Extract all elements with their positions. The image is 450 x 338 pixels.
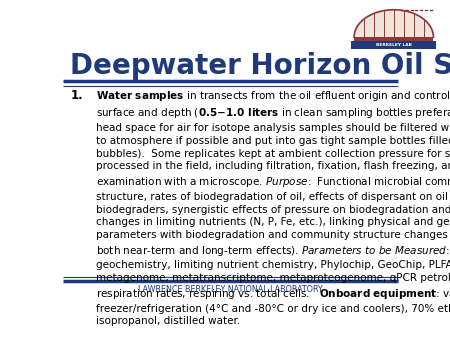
Text: 1.: 1. — [70, 89, 83, 102]
Text: LAWRENCE BERKELEY NATIONAL LABORATORY: LAWRENCE BERKELEY NATIONAL LABORATORY — [138, 285, 323, 294]
Text: Deepwater Horizon Oil Spill Samples: Deepwater Horizon Oil Spill Samples — [70, 52, 450, 80]
Text: $\mathbf{Water\ samples}$ in transects from the oil effluent origin and control : $\mathbf{Water\ samples}$ in transects f… — [96, 89, 450, 326]
Bar — [354, 37, 433, 43]
Text: BERKELEY LAB: BERKELEY LAB — [376, 43, 412, 47]
Bar — [351, 41, 436, 49]
